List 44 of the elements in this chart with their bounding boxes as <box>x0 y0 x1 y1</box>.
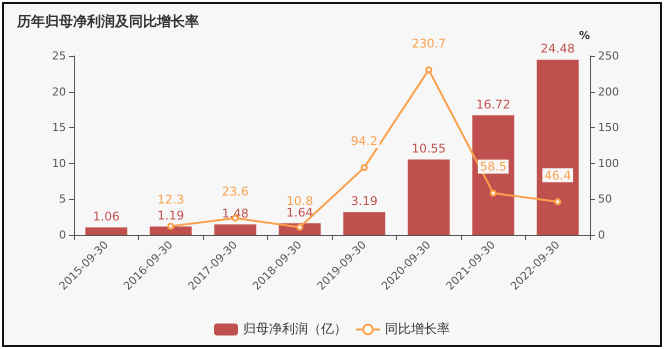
data-label: 16.72 <box>476 97 510 112</box>
y2-tick-label: 0 <box>598 228 605 242</box>
data-label: 94.2 <box>350 134 378 148</box>
data-label: 12.3 <box>157 192 184 207</box>
data-label: 10.8 <box>286 194 314 208</box>
bar <box>536 60 579 235</box>
y-tick-label: 0 <box>59 228 66 242</box>
data-label: 23.6 <box>222 184 249 199</box>
y2-tick-label: 250 <box>598 50 619 62</box>
data-label: 1.06 <box>92 209 120 224</box>
bar <box>214 224 256 235</box>
data-label: 24.48 <box>540 42 575 56</box>
point <box>360 164 368 172</box>
data-label: 58.5 <box>480 160 507 174</box>
y-tick-label: 10 <box>52 156 66 170</box>
y2-tick-label: 200 <box>598 85 619 98</box>
bar <box>150 226 192 235</box>
point <box>554 198 562 206</box>
y2-tick-label: 100 <box>598 156 619 170</box>
y2-tick-label: 150 <box>598 121 619 134</box>
bar <box>472 115 514 235</box>
data-label: 3.19 <box>350 194 378 208</box>
legend-label: 同比增长率 <box>385 321 450 337</box>
y-tick-label: 20 <box>52 85 66 98</box>
y-tick-label: 25 <box>52 50 66 62</box>
data-label: 230.7 <box>412 36 446 50</box>
data-label: 10.55 <box>412 141 446 156</box>
data-label: 1.19 <box>157 208 184 222</box>
data-label: 1.64 <box>286 205 314 220</box>
y-tick-label: 5 <box>59 192 66 206</box>
point <box>296 224 304 231</box>
point <box>167 222 174 230</box>
bar <box>85 227 128 235</box>
y2-tick-label: 50 <box>598 192 612 206</box>
point <box>490 190 497 197</box>
point <box>425 66 432 74</box>
chart-title: 历年归母净利润及同比增长率 <box>16 13 199 30</box>
y-tick-label: 15 <box>52 121 66 134</box>
bar <box>343 212 386 235</box>
bar <box>408 159 450 235</box>
y2-axis-title: % <box>578 29 590 42</box>
data-label: 46.4 <box>544 168 572 182</box>
legend-label: 归母净利润（亿） <box>243 322 347 337</box>
data-label: 1.48 <box>222 206 249 220</box>
